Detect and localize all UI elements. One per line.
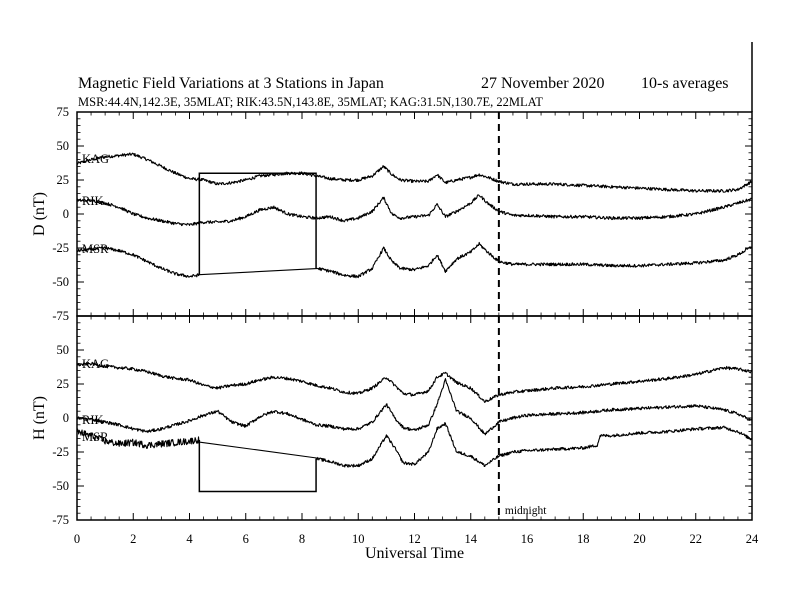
series-line-kag bbox=[76, 152, 753, 193]
y-tick-label: -75 bbox=[52, 513, 69, 527]
x-tick-label: 12 bbox=[408, 532, 421, 546]
figure-date: 27 November 2020 bbox=[481, 75, 605, 92]
y-tick-label: -50 bbox=[52, 275, 69, 289]
y-tick-label: 25 bbox=[57, 377, 70, 391]
y-tick-label: -75 bbox=[52, 309, 69, 323]
y-tick-label: 50 bbox=[57, 343, 70, 357]
d-component-panel: -75 -50 -25 0 25 50 75 D (nT) KAG RIK MSR bbox=[31, 105, 753, 323]
y-tick-label: 0 bbox=[63, 411, 69, 425]
msr-data-gap-box bbox=[198, 172, 317, 276]
station-label-rik: RIK bbox=[82, 194, 104, 208]
y-tick-label: 50 bbox=[57, 139, 70, 153]
x-axis-title: Universal Time bbox=[365, 545, 464, 562]
h-component-panel: -75 -50 -25 0 25 50 H (nT) KAG RIK MSR bbox=[31, 315, 753, 527]
series-line-msr bbox=[76, 422, 753, 468]
midnight-label: midnight bbox=[505, 505, 547, 517]
series-line-rik bbox=[76, 378, 753, 436]
figure-averaging: 10-s averages bbox=[641, 75, 729, 92]
x-tick-label: 18 bbox=[577, 532, 590, 546]
y-tick-label: 25 bbox=[57, 173, 70, 187]
y-axis-title: D (nT) bbox=[31, 192, 48, 236]
series-line-kag bbox=[76, 361, 753, 403]
x-tick-label: 14 bbox=[465, 532, 478, 546]
y-tick-label: -50 bbox=[52, 479, 69, 493]
x-tick-label: 10 bbox=[352, 532, 365, 546]
figure-title: Magnetic Field Variations at 3 Stations … bbox=[78, 75, 384, 92]
y-tick-label: 0 bbox=[63, 207, 69, 221]
station-label-msr: MSR bbox=[82, 242, 109, 256]
x-tick-label: 8 bbox=[299, 532, 305, 546]
x-tick-label: 6 bbox=[243, 532, 249, 546]
station-label-kag: KAG bbox=[82, 357, 109, 371]
x-axis-tick-labels: 0 2 4 6 8 10 12 14 16 18 20 22 24 bbox=[74, 532, 759, 546]
station-label-kag: KAG bbox=[82, 152, 109, 166]
series-line-msr bbox=[76, 241, 753, 279]
station-label-rik: RIK bbox=[82, 413, 104, 427]
x-tick-label: 2 bbox=[130, 532, 136, 546]
y-axis-title: H (nT) bbox=[31, 396, 48, 440]
x-tick-label: 24 bbox=[746, 532, 759, 546]
station-label-msr: MSR bbox=[82, 430, 109, 444]
station-info-subtitle: MSR:44.4N,142.3E, 35MLAT; RIK:43.5N,143.… bbox=[78, 95, 543, 109]
msr-data-gap-box bbox=[198, 439, 317, 493]
x-tick-label: 22 bbox=[690, 532, 703, 546]
y-tick-label: 75 bbox=[57, 105, 70, 119]
series-line-rik bbox=[76, 194, 753, 227]
panel-frame bbox=[76, 111, 753, 317]
x-tick-label: 16 bbox=[521, 532, 534, 546]
x-tick-label: 4 bbox=[186, 532, 193, 546]
y-tick-label: -25 bbox=[52, 241, 69, 255]
x-tick-label: 20 bbox=[633, 532, 646, 546]
y-tick-label: -25 bbox=[52, 445, 69, 459]
x-tick-label: 0 bbox=[74, 532, 80, 546]
panel-frame bbox=[76, 315, 753, 521]
